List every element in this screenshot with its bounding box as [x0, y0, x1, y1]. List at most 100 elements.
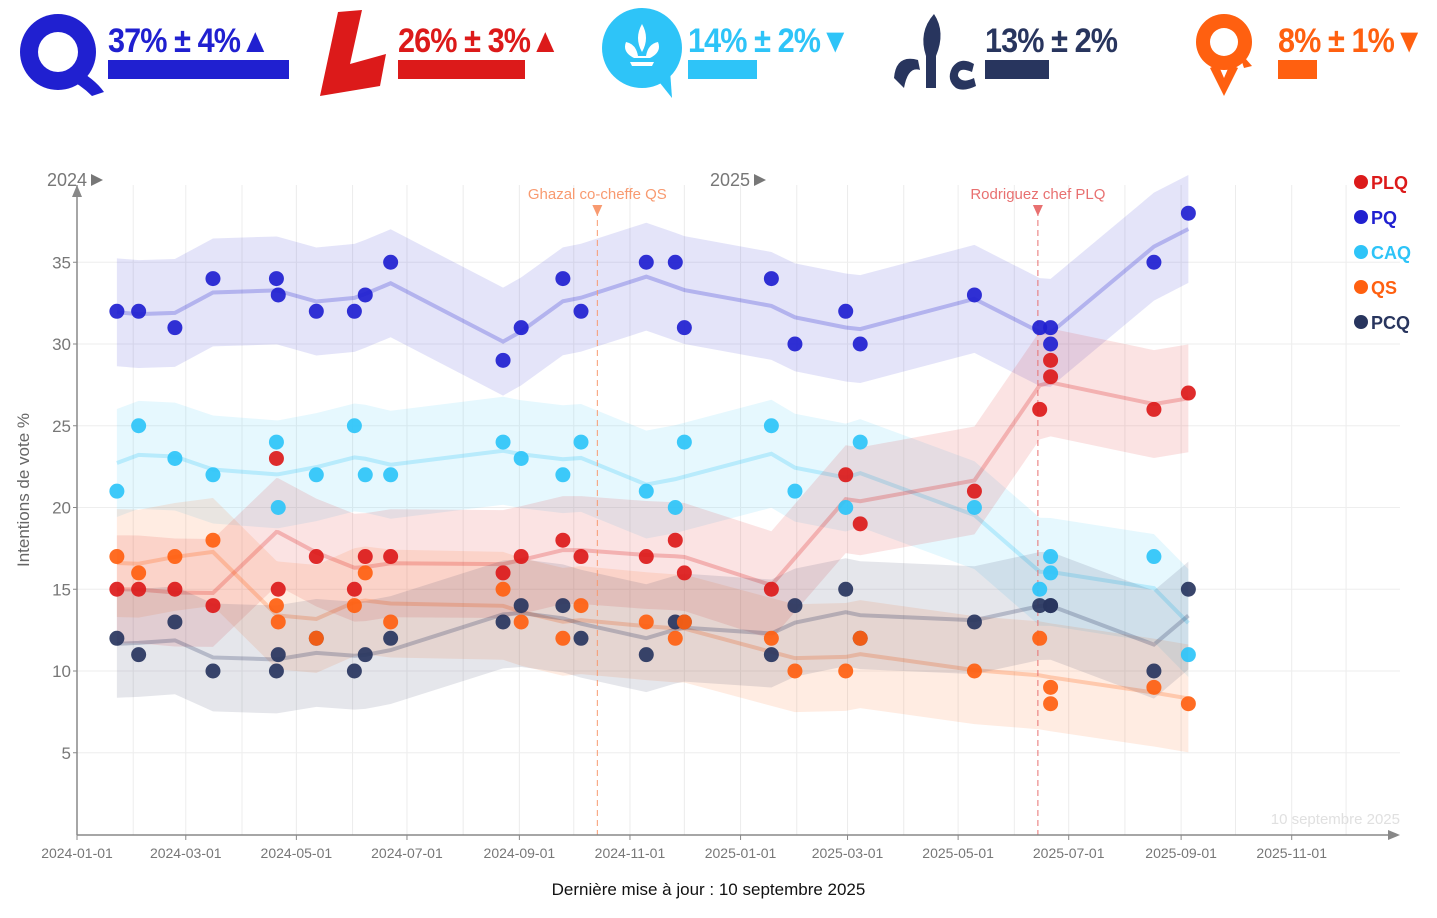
poll-point-pcq	[1146, 663, 1162, 679]
legend-item-qs[interactable]: QS	[1354, 278, 1397, 298]
caq-logo-icon	[602, 8, 682, 98]
trend-arrow-icon: ▲	[530, 22, 560, 60]
poll-point-caq	[268, 434, 284, 450]
x-tick-label: 2024-05-01	[261, 845, 333, 861]
poll-point-plq	[1032, 401, 1048, 417]
legend-item-caq[interactable]: CAQ	[1354, 243, 1411, 263]
poll-point-plq	[308, 549, 324, 565]
y-tick-label: 25	[52, 417, 71, 436]
poll-point-plq	[109, 581, 125, 597]
poll-point-pcq	[383, 630, 399, 646]
poll-point-pcq	[838, 581, 854, 597]
event-label: Ghazal co-cheffe QS	[528, 186, 667, 203]
poll-point-qs	[205, 532, 221, 548]
party-percentage: 14% ± 2%▼	[688, 22, 850, 60]
poll-point-pcq	[346, 663, 362, 679]
legend-dot-icon	[1354, 315, 1368, 329]
poll-point-pq	[555, 271, 571, 287]
poll-point-plq	[1043, 352, 1059, 368]
poll-point-pcq	[1032, 598, 1048, 614]
party-percentage-bar	[985, 60, 1049, 79]
qs-logo-icon	[1196, 14, 1252, 96]
legend-item-pcq[interactable]: PCQ	[1354, 313, 1410, 333]
poll-point-pq	[270, 287, 286, 303]
poll-point-plq	[1043, 369, 1059, 385]
party-percentage: 13% ± 2%	[985, 22, 1118, 60]
poll-point-caq	[1043, 565, 1059, 581]
poll-point-caq	[1180, 647, 1196, 663]
poll-point-qs	[838, 663, 854, 679]
poll-point-caq	[852, 434, 868, 450]
poll-point-caq	[966, 500, 982, 515]
poll-point-pcq	[205, 663, 221, 679]
x-tick-label: 2025-01-01	[705, 845, 777, 861]
y-tick-label: 10	[52, 662, 71, 681]
trend-line-caq	[116, 448, 1190, 625]
party-percentage-bar	[398, 60, 526, 79]
poll-point-pcq	[131, 647, 147, 663]
pcq-logo-icon	[894, 14, 976, 90]
poll-point-pcq	[763, 647, 779, 663]
poll-point-pcq	[787, 598, 803, 614]
poll-point-pcq	[1043, 598, 1059, 614]
poll-point-pq	[573, 303, 589, 319]
poll-point-qs	[763, 630, 779, 646]
poll-point-pq	[763, 271, 779, 287]
poll-point-pcq	[495, 614, 511, 630]
poll-point-pq	[838, 303, 854, 319]
poll-point-plq	[838, 467, 854, 483]
poll-point-plq	[676, 565, 692, 581]
event-label: Rodriguez chef PLQ	[970, 186, 1105, 203]
poll-point-pq	[109, 303, 125, 319]
x-tick-label: 2025-05-01	[922, 845, 994, 861]
confidence-band-caq	[116, 396, 1189, 678]
y-axis-label: Intentions de vote %	[14, 413, 33, 567]
poll-point-plq	[495, 565, 511, 581]
legend-label: CAQ	[1371, 243, 1411, 263]
poll-point-plq	[638, 549, 654, 565]
x-tick-label: 2025-09-01	[1145, 845, 1217, 861]
poll-point-qs	[676, 614, 692, 630]
watermark-date: 10 septembre 2025	[1271, 811, 1400, 828]
legend-item-pq[interactable]: PQ	[1354, 208, 1397, 228]
event-marker-triangle-icon	[592, 205, 603, 216]
y-tick-label: 15	[52, 580, 71, 599]
x-tick-label: 2024-07-01	[371, 845, 443, 861]
poll-point-caq	[1043, 549, 1059, 565]
poll-point-pq	[667, 254, 683, 270]
poll-point-plq	[357, 549, 373, 565]
poll-point-pq	[357, 287, 373, 303]
poll-point-pq	[268, 271, 284, 287]
poll-point-qs	[495, 581, 511, 597]
poll-point-plq	[268, 450, 284, 466]
x-tick-label: 2025-03-01	[812, 845, 884, 861]
poll-point-pq	[205, 271, 221, 287]
poll-point-pcq	[966, 614, 982, 630]
party-percentage: 26% ± 3%▲	[398, 22, 560, 60]
poll-point-pcq	[268, 663, 284, 679]
poll-point-pcq	[357, 647, 373, 663]
confidence-band-plq	[116, 328, 1189, 647]
poll-point-qs	[966, 663, 982, 679]
poll-point-plq	[966, 483, 982, 499]
poll-point-qs	[346, 598, 362, 614]
poll-point-qs	[1180, 696, 1196, 712]
poll-point-qs	[1043, 696, 1059, 712]
poll-point-plq	[270, 581, 286, 597]
poll-point-caq	[638, 483, 654, 499]
poll-point-plq	[573, 549, 589, 565]
legend-label: PCQ	[1371, 313, 1410, 333]
poll-point-qs	[1032, 630, 1048, 646]
x-tick-label: 2024-11-01	[595, 845, 666, 861]
poll-point-pcq	[573, 630, 589, 646]
poll-point-caq	[1032, 581, 1048, 597]
x-axis-arrow-icon	[1388, 830, 1400, 840]
poll-point-plq	[763, 581, 779, 597]
year-arrow-icon	[754, 174, 766, 186]
legend-item-plq[interactable]: PLQ	[1354, 173, 1408, 193]
poll-point-plq	[383, 549, 399, 565]
x-tick-label: 2024-09-01	[484, 845, 556, 861]
poll-point-caq	[346, 418, 362, 434]
